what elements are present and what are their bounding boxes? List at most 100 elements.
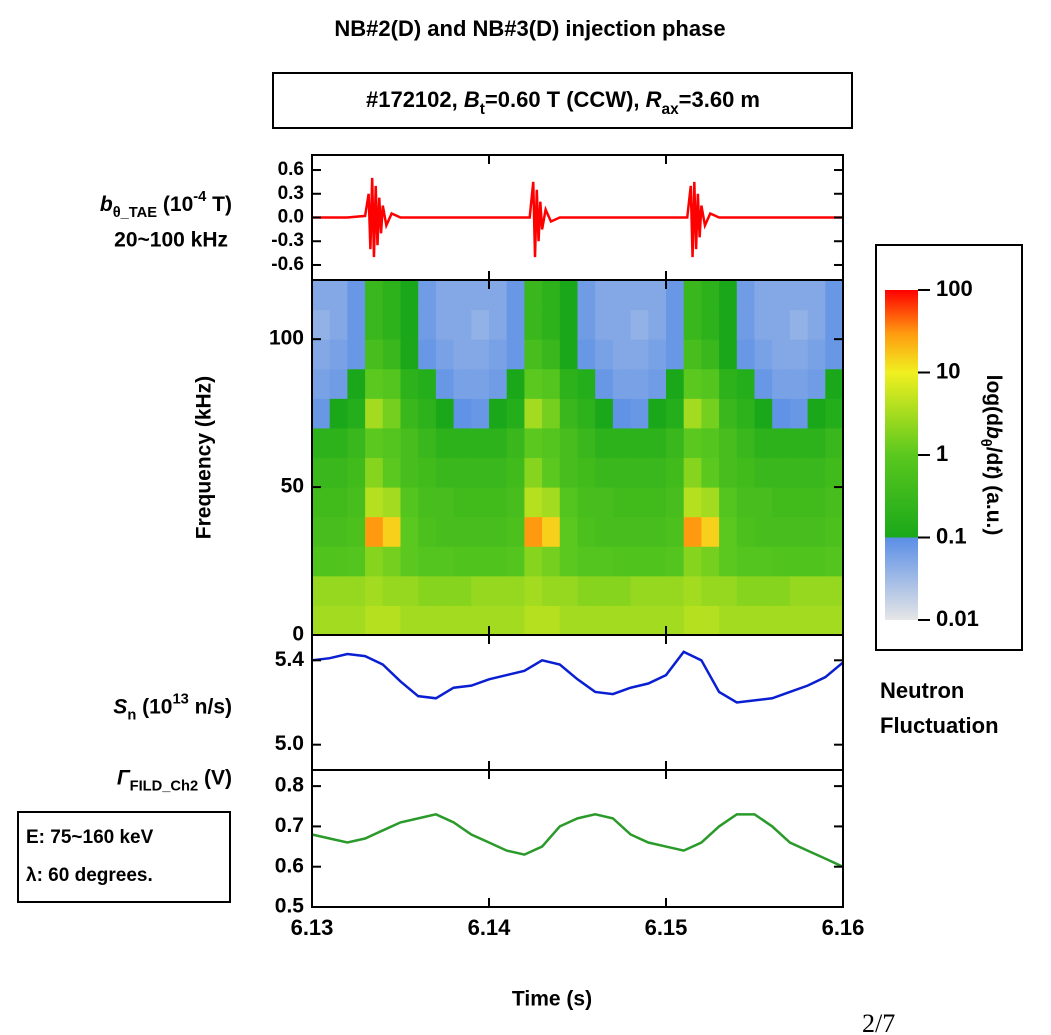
heatmap-cell: [666, 339, 684, 369]
heatmap-cell: [507, 605, 525, 635]
heatmap-cell: [401, 428, 419, 458]
note-line: λ: 60 degrees.: [26, 865, 153, 886]
heatmap-cell: [578, 310, 596, 340]
heatmap-cell: [701, 576, 719, 606]
heatmap-cell: [436, 605, 454, 635]
heatmap-cell: [719, 369, 737, 399]
heatmap-cell: [330, 398, 348, 428]
heatmap-cell: [808, 546, 826, 576]
heatmap-cell: [790, 339, 808, 369]
y-axis-label: bθ_TAE (10-4 T): [100, 189, 232, 221]
y-tick-label: 0.6: [275, 854, 304, 877]
heatmap-cell: [542, 487, 560, 517]
heatmap-cell: [790, 517, 808, 547]
heatmap-cell: [755, 458, 773, 488]
heatmap-cell: [365, 310, 383, 340]
heatmap-cell: [737, 546, 755, 576]
heatmap-cell: [613, 458, 631, 488]
heatmap-cell: [330, 428, 348, 458]
heatmap-cell: [631, 310, 649, 340]
heatmap-cell: [613, 280, 631, 310]
heatmap-cell: [613, 428, 631, 458]
heatmap-cell: [454, 310, 472, 340]
heatmap-cell: [578, 280, 596, 310]
heatmap-cell: [772, 428, 790, 458]
y-tick-label: 50: [281, 475, 304, 498]
y-tick-label: 5.0: [275, 732, 304, 755]
heatmap-cell: [648, 576, 666, 606]
heatmap-cell: [542, 576, 560, 606]
heatmap-cell: [560, 487, 578, 517]
heatmap-cell: [701, 369, 719, 399]
heatmap-cell: [684, 339, 702, 369]
note-line: E: 75~160 keV: [26, 827, 154, 848]
heatmap-cell: [648, 487, 666, 517]
heatmap-cell: [524, 605, 542, 635]
heatmap-cell: [507, 428, 525, 458]
heatmap-cell: [595, 546, 613, 576]
heatmap-cell: [524, 369, 542, 399]
heatmap-cell: [401, 517, 419, 547]
heatmap-cell: [418, 546, 436, 576]
heatmap-cell: [737, 605, 755, 635]
heatmap-cell: [631, 487, 649, 517]
heatmap-cell: [719, 576, 737, 606]
heatmap-cell: [808, 398, 826, 428]
heatmap-cell: [312, 487, 330, 517]
heatmap-cell: [631, 576, 649, 606]
heatmap-cell: [454, 369, 472, 399]
heatmap-cell: [418, 576, 436, 606]
panel-frame: [312, 770, 843, 907]
label-part: n: [127, 707, 136, 723]
heatmap-cell: [772, 398, 790, 428]
heatmap-cell: [542, 339, 560, 369]
heatmap-cell: [701, 280, 719, 310]
heatmap-cell: [666, 398, 684, 428]
x-tick-label: 6.16: [822, 915, 865, 940]
heatmap-cell: [312, 369, 330, 399]
label-part: S: [113, 695, 127, 718]
heatmap-cell: [330, 605, 348, 635]
heatmap-cell: [454, 458, 472, 488]
heatmap-cell: [383, 546, 401, 576]
heatmap-cell: [436, 398, 454, 428]
heatmap-cell: [578, 517, 596, 547]
heatmap-cell: [684, 576, 702, 606]
label-part: b: [982, 426, 1005, 439]
heatmap-cell: [560, 310, 578, 340]
heatmap-cell: [825, 458, 843, 488]
heatmap-cell: [578, 458, 596, 488]
heatmap-cell: [772, 546, 790, 576]
heatmap-cell: [666, 369, 684, 399]
heatmap-cell: [648, 428, 666, 458]
x-tick-label: 6.13: [291, 915, 334, 940]
heatmap-cell: [648, 458, 666, 488]
heatmap-cell: [542, 605, 560, 635]
heatmap-cell: [808, 369, 826, 399]
heatmap-cell: [330, 369, 348, 399]
heatmap-cell: [737, 339, 755, 369]
heatmap-cell: [613, 605, 631, 635]
heatmap-cell: [578, 576, 596, 606]
heatmap-cell: [701, 546, 719, 576]
heatmap-cell: [471, 458, 489, 488]
heatmap-cell: [507, 369, 525, 399]
heatmap-cell: [790, 428, 808, 458]
heatmap-cell: [701, 605, 719, 635]
heatmap-cell: [631, 605, 649, 635]
heatmap-cell: [560, 339, 578, 369]
heatmap-cell: [524, 458, 542, 488]
heatmap-cell: [719, 605, 737, 635]
heatmap-cell: [631, 398, 649, 428]
heatmap-cell: [719, 517, 737, 547]
heatmap-cell: [755, 310, 773, 340]
label-part: FILD_Ch2: [130, 778, 199, 794]
label-part: -4: [193, 189, 207, 205]
heatmap-cell: [347, 576, 365, 606]
heatmap-cell: [489, 487, 507, 517]
data-line: [312, 178, 843, 257]
heatmap-cell: [312, 310, 330, 340]
heatmap-cell: [701, 487, 719, 517]
heatmap-cell: [312, 458, 330, 488]
heatmap-cell: [454, 546, 472, 576]
